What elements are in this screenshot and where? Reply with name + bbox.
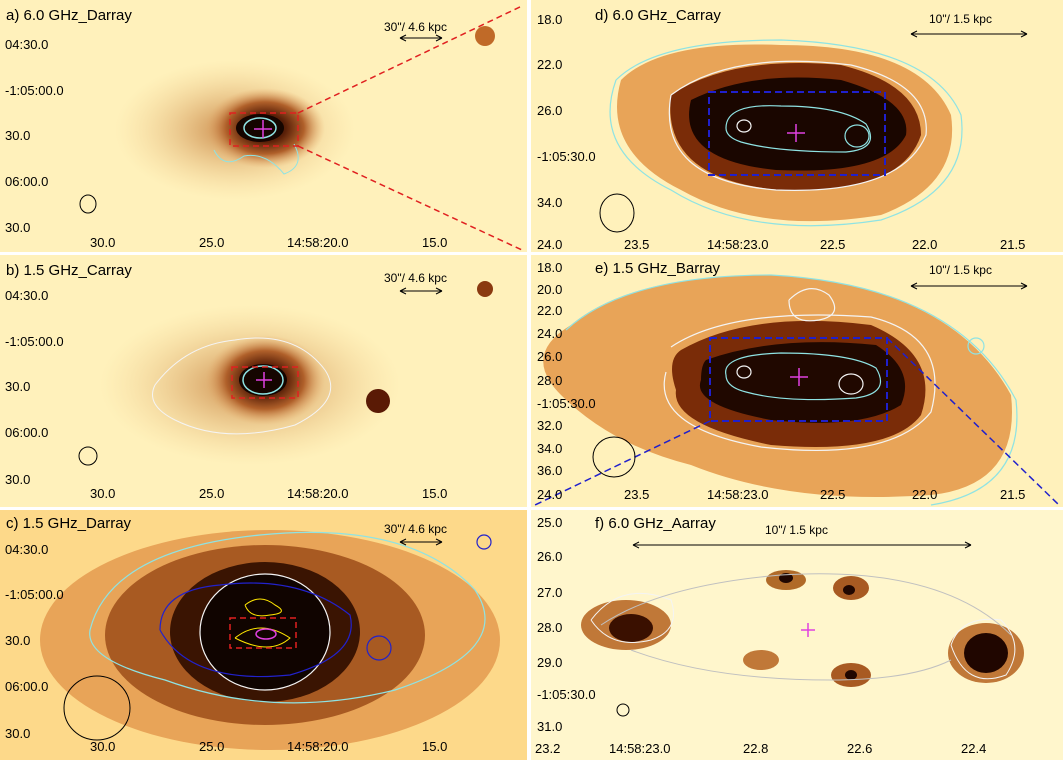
- panel-c-ytick: 30.0: [5, 726, 31, 741]
- panel-d: d) 6.0 GHz_Carray 10"/ 1.5 kpc 18.0 22.0…: [531, 0, 1063, 252]
- panel-c-xtick: 30.0: [90, 739, 116, 754]
- panel-c-title: c) 1.5 GHz_Darray: [6, 515, 132, 532]
- panel-b-xtick: 15.0: [422, 486, 448, 501]
- panel-e-ytick: 32.0: [537, 418, 563, 433]
- panel-d-ytick: 26.0: [537, 103, 563, 118]
- panel-e-ytick: 24.0: [537, 326, 563, 341]
- panel-a-scalebar: 30"/ 4.6 kpc: [384, 20, 447, 34]
- panel-c-image: [40, 530, 500, 750]
- panel-b-ytick: -1:05:00.0: [5, 334, 64, 349]
- panel-e-xtick: 22.5: [820, 487, 846, 502]
- panel-e-ytick: 26.0: [537, 349, 563, 364]
- panel-b: b) 1.5 GHz_Carray 30"/ 4.6 kpc 04:30.0 -…: [0, 255, 527, 507]
- panel-b-xtick: 14:58:20.0: [287, 486, 349, 501]
- panel-b-title: b) 1.5 GHz_Carray: [6, 262, 132, 279]
- panel-a-ytick: 04:30.0: [5, 37, 49, 52]
- panel-c-xtick: 14:58:20.0: [287, 739, 349, 754]
- panel-f-title: f) 6.0 GHz_Aarray: [595, 515, 716, 532]
- panel-c-xtick: 15.0: [422, 739, 448, 754]
- panel-f-xtick: 14:58:23.0: [609, 741, 671, 756]
- panel-f-xtick: 22.6: [847, 741, 873, 756]
- panel-c-ytick: 30.0: [5, 633, 31, 648]
- panel-e-xtick: 22.0: [912, 487, 938, 502]
- panel-e-ytick: 36.0: [537, 463, 563, 478]
- panel-d-xtick: 22.5: [820, 237, 846, 252]
- panel-d-title: d) 6.0 GHz_Carray: [595, 7, 721, 24]
- panel-d-xtick: 24.0: [537, 237, 563, 252]
- panel-f-ytick: -1:05:30.0: [537, 687, 596, 702]
- panel-e-title: e) 1.5 GHz_Barray: [595, 260, 721, 277]
- panel-e-ytick: 18.0: [537, 260, 563, 275]
- panel-f-xtick: 22.8: [743, 741, 769, 756]
- panel-e-ytick: 22.0: [537, 303, 563, 318]
- panel-a-ytick: 30.0: [5, 128, 31, 143]
- panel-f-scalebar: 10"/ 1.5 kpc: [765, 523, 828, 537]
- panel-b-xtick: 25.0: [199, 486, 225, 501]
- panel-a-xtick: 25.0: [199, 235, 225, 250]
- panel-e-image: [534, 274, 1060, 506]
- panel-f-ytick: 29.0: [537, 655, 563, 670]
- panel-b-xtick: 30.0: [90, 486, 116, 501]
- panel-f-ytick: 31.0: [537, 719, 563, 734]
- panel-e-ytick: -1:05:30.0: [537, 396, 596, 411]
- panel-e-ytick: 34.0: [537, 441, 563, 456]
- panel-e-xtick: 24.0: [537, 487, 563, 502]
- panel-c-scalebar: 30"/ 4.6 kpc: [384, 522, 447, 536]
- panel-a-ytick: -1:05:00.0: [5, 83, 64, 98]
- panel-f-image: [581, 541, 1024, 717]
- panel-d-xtick: 22.0: [912, 237, 938, 252]
- panel-a-xtick: 14:58:20.0: [287, 235, 349, 250]
- panel-f-ytick: 26.0: [537, 549, 563, 564]
- panel-c-ytick: -1:05:00.0: [5, 587, 64, 602]
- panel-d-scalebar: 10"/ 1.5 kpc: [929, 12, 992, 26]
- panel-e-ytick: 28.0: [537, 373, 563, 388]
- panel-f: f) 6.0 GHz_Aarray 10"/ 1.5 kpc 25.0 26.0…: [531, 510, 1063, 760]
- panel-b-scalebar: 30"/ 4.6 kpc: [384, 271, 447, 285]
- panel-e-xtick: 21.5: [1000, 487, 1026, 502]
- panel-d-image: [599, 30, 1028, 233]
- panel-b-ytick: 04:30.0: [5, 288, 49, 303]
- panel-a-ytick: 30.0: [5, 220, 31, 235]
- panel-d-ytick: 18.0: [537, 12, 563, 27]
- panel-d-ytick: 34.0: [537, 195, 563, 210]
- panel-d-ytick: 22.0: [537, 57, 563, 72]
- panel-f-xtick: 23.2: [535, 741, 561, 756]
- panel-d-ytick: -1:05:30.0: [537, 149, 596, 164]
- panel-f-ytick: 27.0: [537, 585, 563, 600]
- panel-a: a) 6.0 GHz_Darray 30"/ 4.6 kpc 04:30.0 -…: [0, 0, 527, 252]
- panel-a-ytick: 06:00.0: [5, 174, 49, 189]
- panel-f-ytick: 28.0: [537, 620, 563, 635]
- panel-a-xtick: 30.0: [90, 235, 116, 250]
- panel-e-scalebar: 10"/ 1.5 kpc: [929, 263, 992, 277]
- panel-c: c) 1.5 GHz_Darray 30"/ 4.6 kpc 04:30.0 -…: [0, 510, 527, 760]
- panel-e-xtick: 23.5: [624, 487, 650, 502]
- panel-b-ytick: 30.0: [5, 472, 31, 487]
- panel-b-ytick: 06:00.0: [5, 425, 49, 440]
- panel-b-image: [78, 281, 493, 466]
- panel-c-xtick: 25.0: [199, 739, 225, 754]
- panel-d-xtick: 23.5: [624, 237, 650, 252]
- panel-f-xtick: 22.4: [961, 741, 987, 756]
- panel-b-ytick: 30.0: [5, 379, 31, 394]
- panel-c-ytick: 06:00.0: [5, 679, 49, 694]
- panel-a-image: [79, 5, 523, 251]
- panel-a-xtick: 15.0: [422, 235, 448, 250]
- panel-e-ytick: 20.0: [537, 282, 563, 297]
- panel-e: e) 1.5 GHz_Barray 10"/ 1.5 kpc 18.0 20.0…: [531, 255, 1063, 507]
- panel-e-xtick: 14:58:23.0: [707, 487, 769, 502]
- panel-f-ytick: 25.0: [537, 515, 563, 530]
- panel-d-xtick: 21.5: [1000, 237, 1026, 252]
- panel-d-xtick: 14:58:23.0: [707, 237, 769, 252]
- panel-a-title: a) 6.0 GHz_Darray: [6, 7, 132, 24]
- panel-c-ytick: 04:30.0: [5, 542, 49, 557]
